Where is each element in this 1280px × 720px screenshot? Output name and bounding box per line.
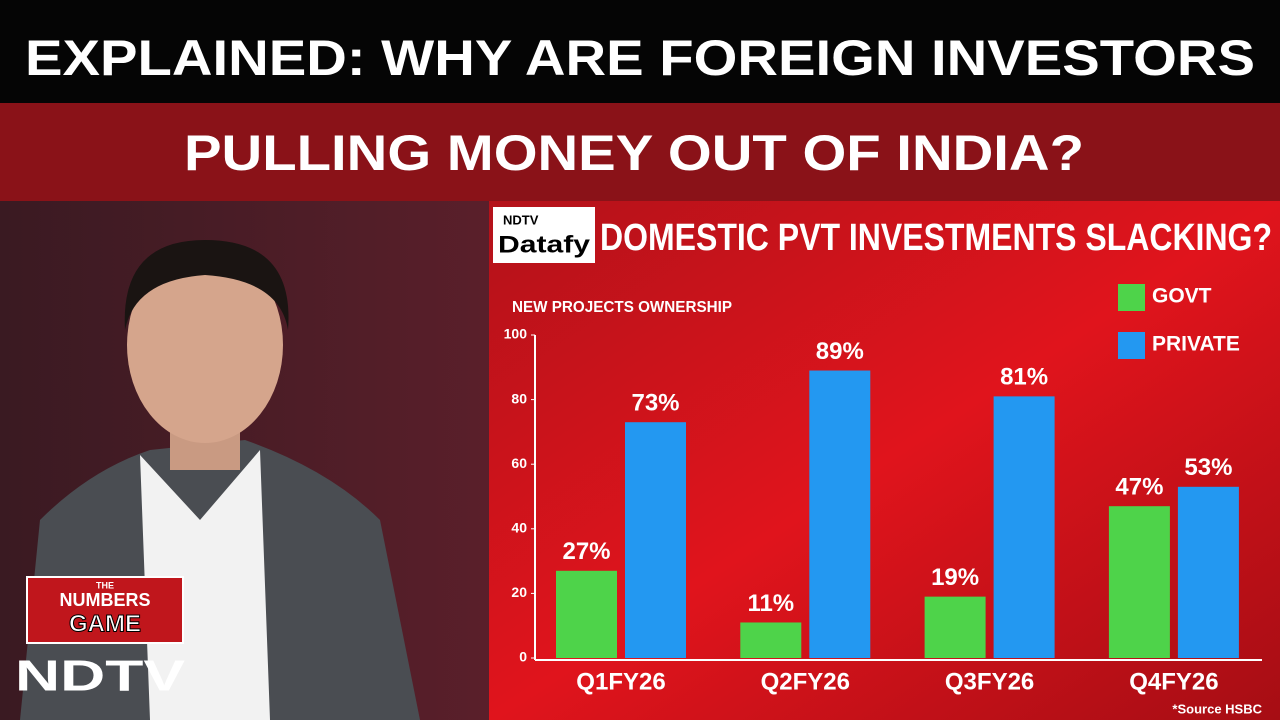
chart-title: DOMESTIC PVT INVESTMENTS SLACKING? <box>600 217 1272 259</box>
value-label: 19% <box>931 564 979 591</box>
presenter-face <box>127 247 283 443</box>
datafy-logo-bottom: Datafy <box>498 231 591 258</box>
legend-swatch <box>1118 284 1145 311</box>
bar <box>993 396 1055 658</box>
show-logo-game: GAME <box>69 610 141 637</box>
datafy-logo-top: NDTV <box>503 212 539 227</box>
legend-swatch <box>1118 332 1145 359</box>
value-label: 11% <box>747 590 794 617</box>
show-logo-the: THE <box>96 580 114 590</box>
headline-bar-top <box>0 0 1280 103</box>
x-tick-label: Q3FY26 <box>945 668 1034 695</box>
value-label: 73% <box>631 390 679 417</box>
y-tick-label: 100 <box>504 326 528 342</box>
y-tick-label: 60 <box>511 455 527 471</box>
bar <box>924 596 986 658</box>
y-axis-label: NEW PROJECTS OWNERSHIP <box>512 299 732 316</box>
bar <box>625 422 686 658</box>
bar <box>556 570 617 658</box>
value-label: 47% <box>1115 474 1163 501</box>
headline-line-1: EXPLAINED: WHY ARE FOREIGN INVESTORS <box>25 30 1255 86</box>
source-note: *Source HSBC <box>1172 701 1262 716</box>
show-logo-numbers: NUMBERS <box>59 590 150 610</box>
bar <box>809 370 871 658</box>
x-tick-label: Q1FY26 <box>576 668 665 695</box>
y-tick-label: 20 <box>511 584 527 600</box>
y-tick-label: 40 <box>511 520 527 536</box>
show-logo <box>26 576 184 644</box>
x-tick-label: Q2FY26 <box>761 668 850 695</box>
y-tick-label: 0 <box>519 649 527 665</box>
headline-line-2: PULLING MONEY OUT OF INDIA? <box>184 125 1084 181</box>
bar <box>740 622 802 658</box>
value-label: 81% <box>1000 364 1048 391</box>
legend-label: GOVT <box>1152 285 1212 308</box>
value-label: 89% <box>816 338 864 365</box>
headline-bar-bottom <box>0 103 1280 201</box>
channel-logo: NDTV <box>15 652 186 701</box>
y-tick-label: 80 <box>511 390 527 406</box>
presenter-hair <box>124 240 289 330</box>
value-label: 53% <box>1184 454 1232 481</box>
presenter-shirt <box>140 450 270 720</box>
x-tick-label: Q4FY26 <box>1129 668 1218 695</box>
value-label: 27% <box>562 538 610 565</box>
bar <box>1108 506 1170 658</box>
legend-label: PRIVATE <box>1152 333 1240 356</box>
bar <box>1177 486 1239 658</box>
datafy-logo <box>493 207 595 263</box>
